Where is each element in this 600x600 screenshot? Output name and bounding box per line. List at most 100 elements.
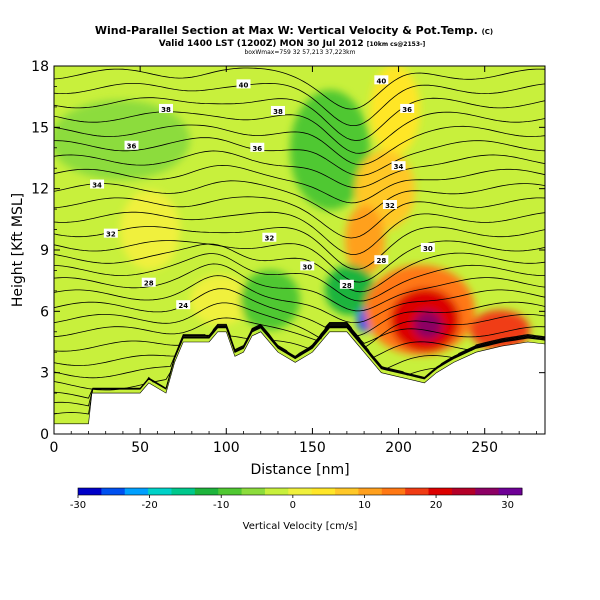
subtitle-tag: [10km cs@2153-] bbox=[367, 41, 426, 48]
colorbar-tick-label: 20 bbox=[430, 500, 443, 511]
y-tick-label: 3 bbox=[40, 366, 49, 382]
svg-text:32: 32 bbox=[106, 231, 116, 239]
isentrope-line bbox=[54, 150, 545, 189]
colorbar-swatch bbox=[264, 488, 289, 495]
isentrope-line bbox=[54, 67, 545, 110]
contour-label: 24 bbox=[176, 300, 191, 310]
svg-text:28: 28 bbox=[144, 280, 154, 288]
svg-text:38: 38 bbox=[273, 108, 283, 116]
colorbar-swatch bbox=[358, 488, 383, 495]
svg-text:24: 24 bbox=[178, 302, 188, 310]
svg-text:38: 38 bbox=[161, 106, 171, 114]
isentrope-line bbox=[54, 226, 545, 270]
isentrope-line bbox=[54, 326, 545, 407]
colorbar-swatch bbox=[428, 488, 453, 495]
isentrope-line bbox=[54, 180, 545, 221]
chart-title: Wind-Parallel Section at Max W: Vertical… bbox=[95, 24, 493, 37]
colorbar-label: Vertical Velocity [cm/s] bbox=[243, 521, 358, 532]
y-tick-label: 9 bbox=[40, 243, 49, 259]
colorbar-swatch bbox=[171, 488, 196, 495]
colorbar-swatch bbox=[241, 488, 266, 495]
field-blob bbox=[240, 270, 300, 330]
isentrope-line bbox=[54, 243, 545, 293]
contour-label: 34 bbox=[90, 179, 105, 190]
contour-label: 38 bbox=[270, 105, 285, 116]
svg-text:28: 28 bbox=[376, 257, 386, 265]
y-tick-label: 15 bbox=[31, 120, 49, 136]
colorbar-swatch bbox=[124, 488, 149, 495]
colorbar-tick-label: -30 bbox=[70, 500, 86, 511]
isentrope-line bbox=[54, 327, 545, 415]
svg-text:30: 30 bbox=[423, 245, 433, 253]
contour-label: 36 bbox=[400, 103, 415, 114]
isentrope-line bbox=[54, 164, 545, 204]
isentrope-line bbox=[54, 124, 545, 166]
x-axis-label: Distance [nm] bbox=[250, 462, 349, 478]
title-mark: (C) bbox=[482, 28, 494, 36]
colorbar-swatch bbox=[101, 488, 126, 495]
isentrope-line bbox=[54, 323, 545, 359]
field-blob bbox=[54, 100, 190, 180]
contour-label: 28 bbox=[339, 279, 354, 290]
colorbar-swatch bbox=[78, 488, 102, 495]
contour-label: 40 bbox=[374, 75, 389, 85]
colorbar-swatch bbox=[498, 488, 523, 495]
field-blob bbox=[190, 275, 250, 325]
colorbar-swatch bbox=[381, 488, 406, 495]
x-tick-label: 250 bbox=[471, 440, 498, 456]
isentrope-line bbox=[54, 97, 545, 141]
colorbar-tick-label: 0 bbox=[290, 500, 296, 511]
x-tick-label: 50 bbox=[131, 440, 149, 456]
contour-label: 32 bbox=[103, 228, 118, 239]
svg-text:36: 36 bbox=[402, 106, 412, 114]
colorbar-tick-label: -20 bbox=[141, 500, 157, 511]
isentrope-line bbox=[54, 111, 545, 154]
x-tick-label: 100 bbox=[213, 440, 240, 456]
contour-label: 28 bbox=[141, 277, 156, 288]
isentrope-line bbox=[54, 82, 545, 126]
contour-label: 36 bbox=[124, 140, 139, 151]
isentrope-line bbox=[54, 196, 545, 239]
potential-temperature-contours bbox=[54, 67, 545, 415]
colorbar: -30 -20 -10 0 10 20 30 bbox=[70, 487, 523, 511]
isentrope-line bbox=[54, 317, 545, 344]
x-axis: 0 50 100 150 200 250 bbox=[50, 66, 537, 456]
svg-text:40: 40 bbox=[376, 77, 386, 85]
chart-subtitle-2: boxWmax=759 32 57,213 37,223km bbox=[245, 49, 356, 56]
isentrope-line bbox=[54, 240, 545, 283]
isentrope-line bbox=[54, 288, 545, 337]
y-tick-label: 18 bbox=[31, 59, 49, 75]
isentrope-line bbox=[54, 325, 545, 391]
chart-subtitle: Valid 1400 LST (1200Z) MON 30 Jul 2012 [… bbox=[159, 39, 426, 49]
plot-area bbox=[54, 66, 545, 434]
contour-label: 32 bbox=[262, 232, 277, 243]
svg-text:36: 36 bbox=[252, 145, 262, 153]
contour-label: 30 bbox=[300, 261, 315, 271]
isentrope-line bbox=[54, 211, 545, 255]
svg-text:34: 34 bbox=[394, 163, 404, 171]
contour-label: 30 bbox=[420, 242, 435, 253]
contour-label: 34 bbox=[391, 161, 406, 171]
colorbar-swatch bbox=[335, 488, 359, 495]
y-tick-label: 0 bbox=[40, 427, 49, 443]
colorbar-swatch bbox=[475, 488, 500, 495]
svg-text:30: 30 bbox=[302, 263, 312, 271]
field-blob bbox=[325, 265, 375, 315]
colorbar-swatch bbox=[405, 488, 430, 495]
x-tick-label: 200 bbox=[385, 440, 412, 456]
svg-text:40: 40 bbox=[239, 81, 249, 89]
contour-label: 40 bbox=[236, 79, 251, 89]
isentrope-line bbox=[54, 302, 545, 349]
colorbar-swatch bbox=[194, 488, 219, 495]
contour-label: 28 bbox=[374, 255, 389, 265]
contour-label: 32 bbox=[382, 200, 397, 210]
y-tick-label: 12 bbox=[31, 182, 49, 198]
svg-text:34: 34 bbox=[92, 182, 102, 190]
isentrope-line bbox=[54, 253, 545, 302]
x-tick-label: 0 bbox=[50, 440, 59, 456]
svg-text:32: 32 bbox=[385, 202, 395, 210]
colorbar-tick-label: 10 bbox=[358, 500, 371, 511]
isentrope-line bbox=[54, 275, 545, 324]
y-axis: 0 36 9 12 15 18 bbox=[31, 59, 545, 443]
